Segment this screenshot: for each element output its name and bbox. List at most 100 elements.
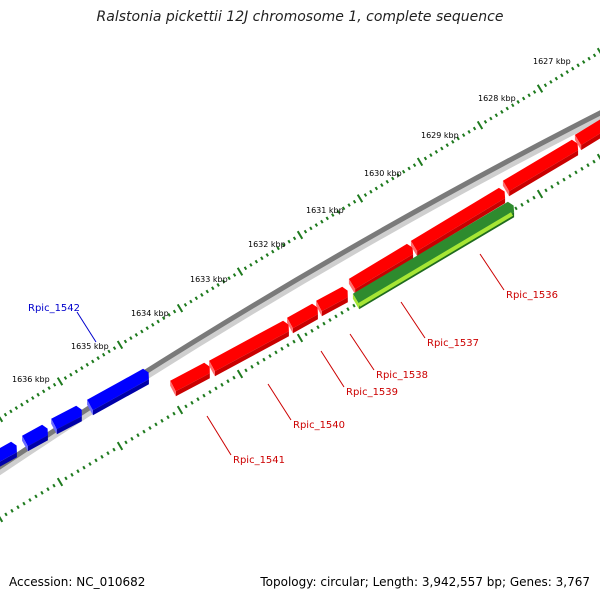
- inner-tick-mark: [214, 386, 218, 391]
- outer-tick-mark: [176, 303, 184, 313]
- outer-tick-mark: [189, 299, 193, 304]
- inner-tick-mark: [124, 440, 128, 445]
- inner-tick-mark: [56, 477, 64, 487]
- outer-tick-mark: [112, 346, 117, 351]
- inner-tick-mark: [310, 328, 314, 333]
- accession-label: Accession: NC_010682: [9, 575, 146, 589]
- gene-Rpic_1543[interactable]: [51, 405, 82, 435]
- outer-tick-mark: [145, 326, 149, 331]
- gene-label[interactable]: Rpic_1536: [506, 290, 558, 301]
- gene-label[interactable]: Rpic_1539: [346, 387, 398, 398]
- inner-tick-mark: [322, 321, 326, 326]
- inner-tick-mark: [550, 184, 554, 189]
- inner-tick-mark: [64, 476, 68, 481]
- inner-tick-mark: [574, 170, 578, 175]
- outer-tick-mark: [56, 377, 64, 386]
- outer-tick-mark: [472, 126, 477, 131]
- inner-tick-mark: [22, 501, 26, 506]
- gene-Rpic_1534[interactable]: [574, 119, 600, 151]
- outer-tick-mark: [296, 230, 304, 240]
- gene-Rpic_1542[interactable]: [87, 368, 149, 416]
- inner-tick-mark: [100, 454, 104, 459]
- outer-tick-mark: [292, 236, 297, 241]
- inner-tick-mark: [4, 512, 8, 517]
- outer-tick-mark: [69, 372, 73, 377]
- outer-tick-mark: [331, 213, 335, 217]
- inner-tick-mark: [334, 314, 338, 319]
- gene-Rpic_1536-a[interactable]: [410, 187, 506, 257]
- inner-tick-mark: [116, 441, 124, 451]
- outer-tick-mark: [451, 139, 455, 144]
- inner-tick-mark: [286, 343, 290, 348]
- outer-tick-mark: [227, 276, 231, 281]
- outer-tick-mark: [107, 349, 111, 354]
- gene-label[interactable]: Rpic_1541: [233, 455, 285, 466]
- outer-tick-mark: [536, 84, 544, 93]
- outer-tick-mark: [172, 309, 177, 314]
- inner-tick-mark: [82, 465, 86, 470]
- outer-tick-mark: [565, 70, 569, 74]
- outer-tick-mark: [581, 60, 586, 64]
- gene-Rpic_1544[interactable]: [22, 424, 48, 452]
- outer-tick-mark: [391, 176, 395, 181]
- gene-Rpic_1535[interactable]: [502, 139, 579, 197]
- outer-tick-mark: [369, 189, 373, 194]
- inner-tick-mark: [160, 418, 164, 423]
- outer-tick-mark: [467, 129, 471, 134]
- outer-tick-mark: [347, 203, 351, 207]
- outer-tick-mark: [123, 339, 128, 344]
- gene-Rpic_1538[interactable]: [316, 286, 348, 317]
- outer-tick-mark: [167, 312, 171, 317]
- inner-tick-mark: [190, 400, 194, 405]
- outer-tick-mark: [0, 416, 4, 423]
- inner-tick-mark: [202, 393, 206, 398]
- inner-tick-mark: [352, 303, 356, 308]
- outer-tick-mark: [52, 382, 57, 387]
- outer-tick-mark: [156, 319, 160, 324]
- outer-tick-mark: [385, 179, 389, 184]
- gene-Rpic_1539[interactable]: [287, 303, 318, 334]
- gene-label[interactable]: Rpic_1537: [427, 338, 479, 349]
- leader-line: [76, 311, 97, 343]
- outer-tick-mark: [161, 316, 166, 321]
- outer-tick-mark: [140, 329, 144, 334]
- topology-summary: Topology: circular; Length: 3,942,557 bp…: [260, 575, 590, 589]
- outer-tick-mark: [429, 153, 433, 158]
- outer-tick-mark: [85, 362, 89, 367]
- gene-Rpic_1545[interactable]: [0, 441, 17, 467]
- inner-tick-mark: [280, 346, 284, 351]
- leader-line: [320, 350, 345, 388]
- outer-tick-mark: [265, 253, 269, 257]
- outer-tick-mark: [576, 63, 580, 68]
- outer-tick-mark: [505, 106, 509, 111]
- outer-tick-mark: [423, 156, 428, 161]
- outer-tick-mark: [236, 267, 244, 276]
- gene-label[interactable]: Rpic_1542: [28, 303, 80, 314]
- inner-tick-mark: [232, 375, 236, 380]
- outer-tick-mark: [516, 99, 520, 104]
- inner-tick-mark: [262, 357, 266, 362]
- outer-tick-ring: [0, 47, 600, 423]
- genes-layer: [0, 119, 600, 467]
- inner-tick-mark: [292, 339, 296, 344]
- outer-tick-mark: [363, 193, 368, 197]
- outer-tick-mark: [494, 113, 499, 118]
- inner-tick-mark: [208, 390, 212, 394]
- inner-tick-mark: [568, 174, 572, 178]
- outer-tick-mark: [116, 340, 124, 350]
- outer-tick-mark: [74, 369, 79, 374]
- inner-tick-mark: [520, 202, 524, 207]
- tick-label: 1630 kbp: [364, 169, 402, 178]
- gene-Rpic_1541[interactable]: [170, 362, 210, 397]
- gene-Rpic_1540[interactable]: [209, 320, 289, 377]
- inner-tick-mark: [250, 364, 254, 369]
- outer-tick-mark: [36, 392, 40, 397]
- outer-tick-mark: [314, 223, 319, 227]
- inner-tick-mark: [328, 318, 332, 322]
- gene-label[interactable]: Rpic_1540: [293, 420, 345, 431]
- inner-tick-mark: [40, 490, 44, 495]
- gene-label[interactable]: Rpic_1538: [376, 370, 428, 381]
- outer-tick-mark: [440, 146, 444, 151]
- inner-tick-mark: [236, 369, 244, 379]
